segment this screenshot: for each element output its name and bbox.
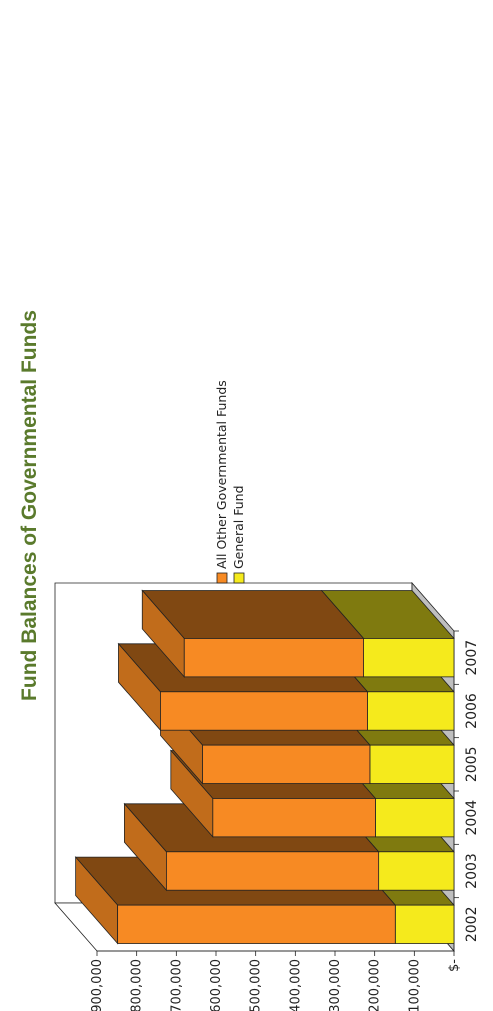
y-tick-label: $400,000 (288, 959, 303, 1011)
x-tick-label: 2003 (464, 853, 480, 889)
bar-front (160, 691, 368, 731)
bar-front (202, 744, 371, 784)
bar-front (378, 851, 455, 891)
legend-label: All Other Governmental Funds (214, 380, 229, 569)
bar-front (212, 798, 376, 838)
legend-label: General Fund (231, 485, 246, 569)
x-tick-label: 2002 (464, 907, 480, 943)
y-tick-label: $600,000 (209, 959, 224, 1011)
bar-front (166, 851, 380, 891)
x-tick-label: 2004 (464, 800, 480, 836)
bar-front (367, 691, 455, 731)
bar-front (363, 638, 455, 678)
y-tick-label: $700,000 (169, 959, 184, 1011)
y-tick-label: $900,000 (90, 959, 105, 1011)
bar-front (369, 744, 455, 784)
bar-front (117, 904, 396, 944)
y-tick-label: $100,000 (407, 959, 422, 1011)
x-tick-label: 2006 (464, 693, 480, 729)
bar-front (394, 904, 455, 944)
x-tick-label: 2005 (464, 747, 480, 783)
x-tick-label: 2007 (464, 640, 480, 676)
y-tick-label: $500,000 (249, 959, 264, 1011)
y-tick-label: $300,000 (328, 959, 343, 1011)
chart-title: Fund Balances of Governmental Funds (18, 310, 41, 701)
y-tick-label: $800,000 (130, 959, 145, 1011)
y-tick-label: $200,000 (368, 959, 383, 1011)
bar-front (183, 638, 364, 678)
bar-all-other-2007 (141, 589, 365, 678)
bar-front (375, 798, 455, 838)
legend-swatch (216, 572, 228, 584)
y-tick-label: $- (447, 959, 462, 972)
bar-general-fund-2007 (320, 590, 455, 678)
legend-swatch (233, 572, 245, 584)
